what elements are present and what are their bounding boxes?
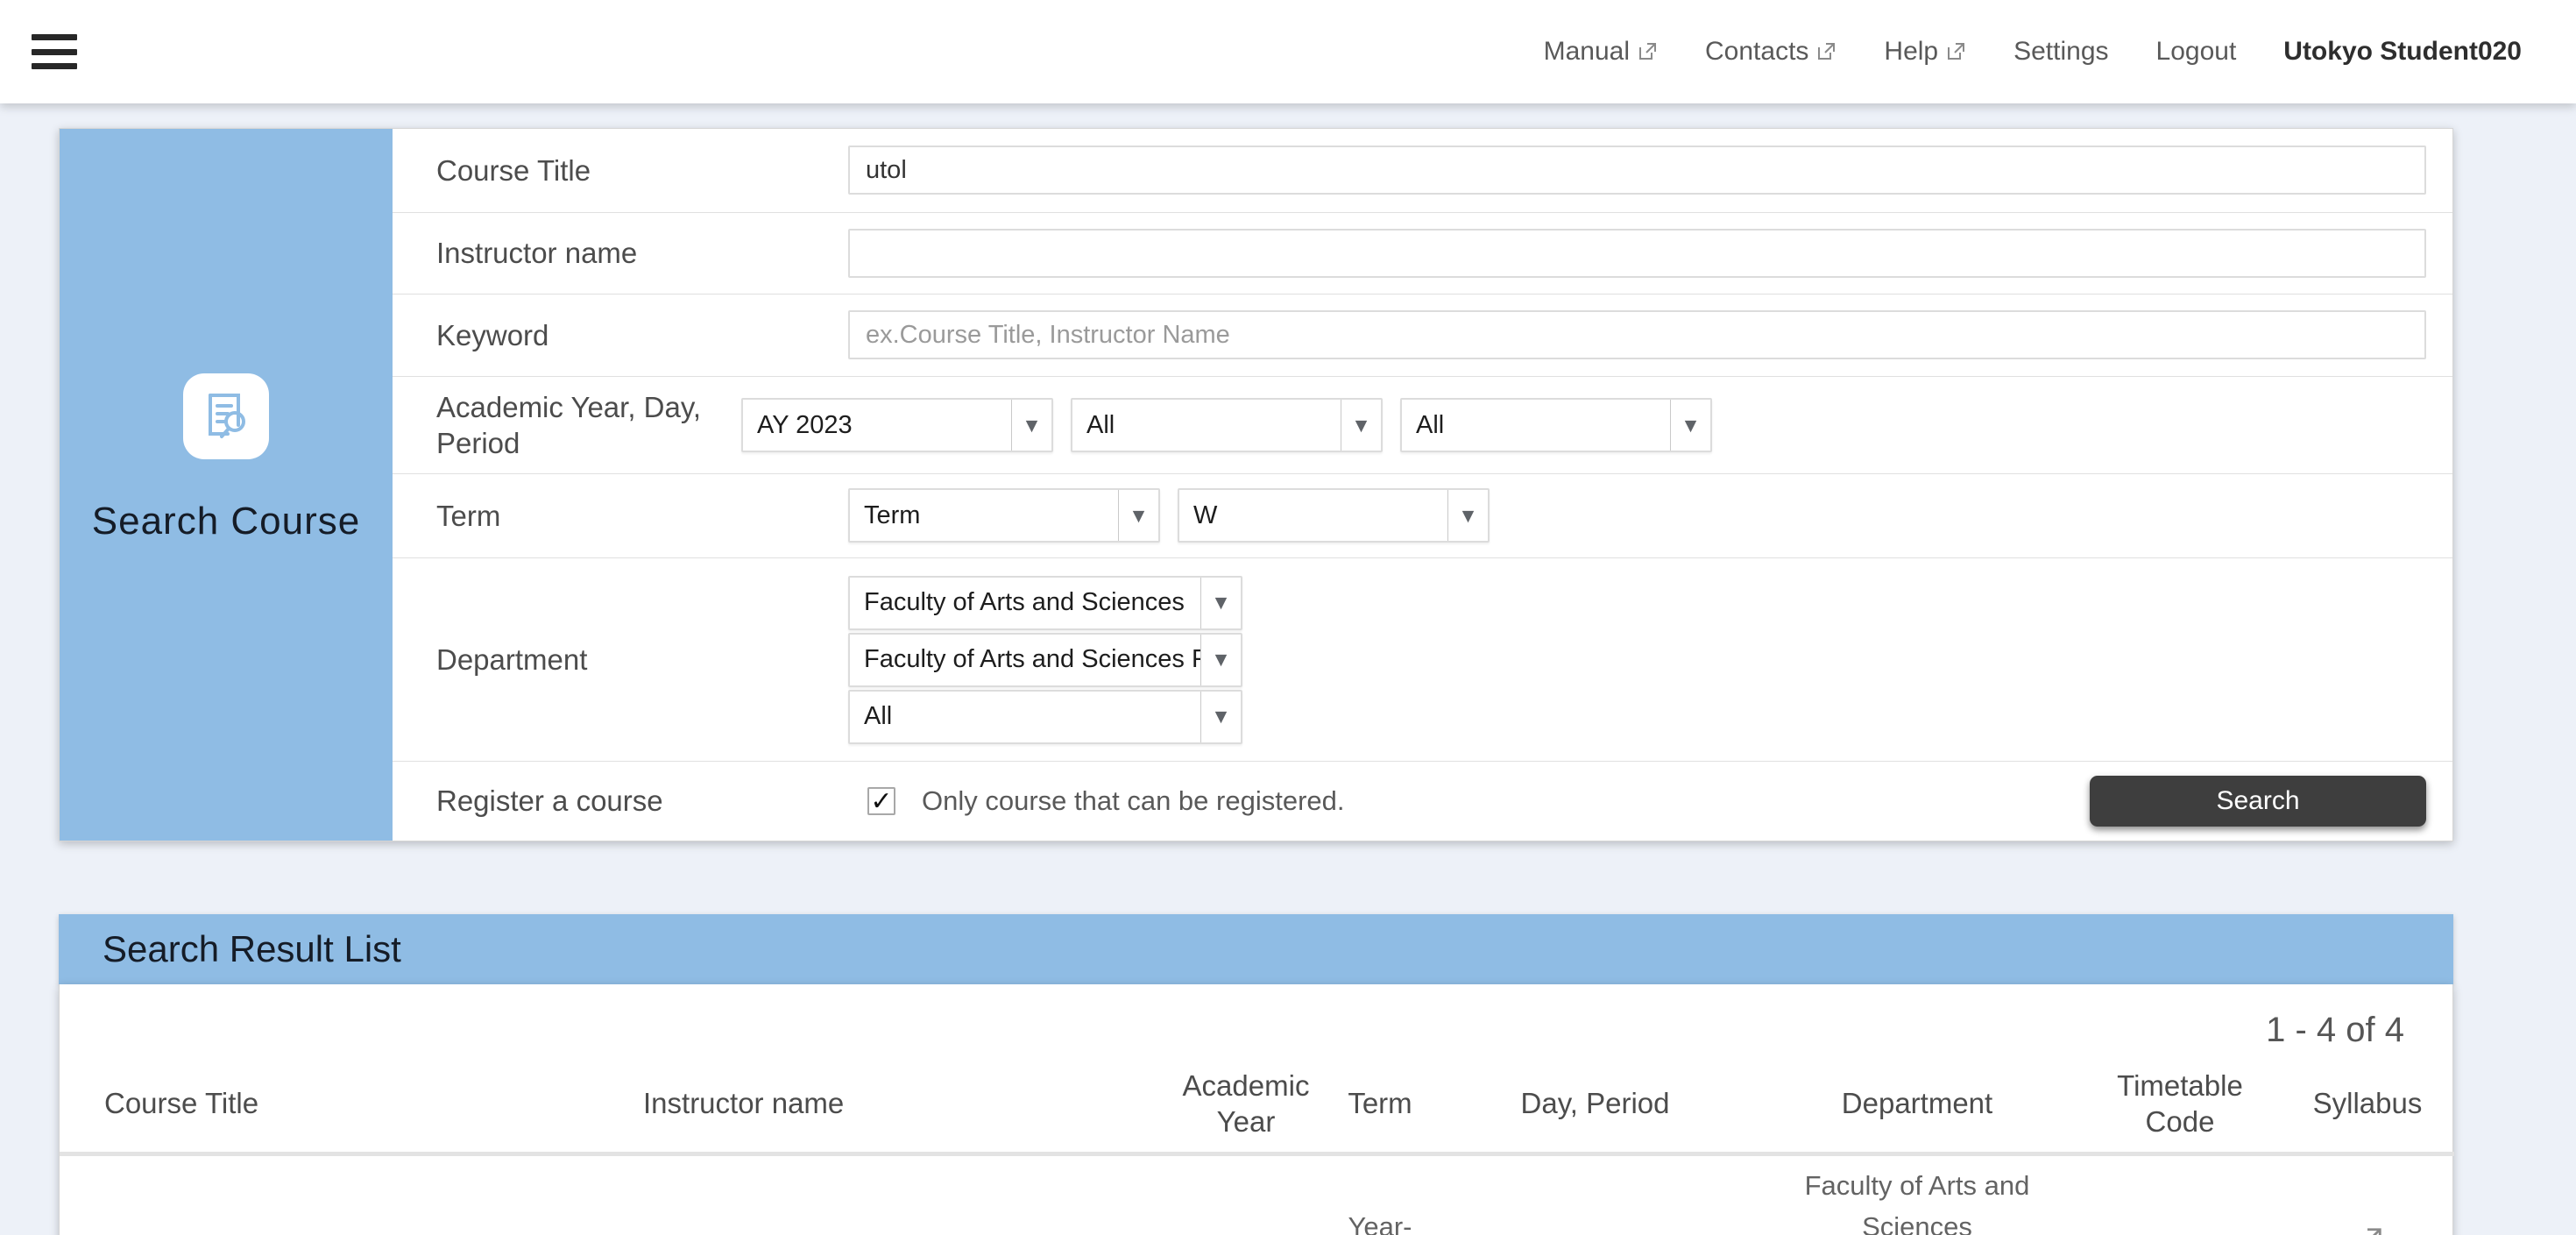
menu-icon[interactable] xyxy=(32,34,77,69)
term-label: Term xyxy=(436,499,501,532)
search-form: Course Title Instructor name Keyword Aca… xyxy=(393,129,2452,841)
instructor-input[interactable] xyxy=(848,228,2426,278)
cell-department: Faculty of Arts and Sciences Faculty of … xyxy=(1755,1153,2079,1235)
course-title-input[interactable] xyxy=(848,146,2426,195)
nav-settings[interactable]: Settings xyxy=(2013,37,2108,67)
chevron-down-icon: ▼ xyxy=(1670,400,1710,451)
syllabus-external-link-icon[interactable] xyxy=(2351,1225,2384,1235)
period-select[interactable]: All ▼ xyxy=(1400,398,1712,453)
instructor-label: Instructor name xyxy=(436,237,638,270)
col-timetable-code: Timetable Code xyxy=(2079,1055,2281,1156)
nav-settings-label: Settings xyxy=(2013,37,2109,66)
panel-title: Search Course xyxy=(91,500,361,543)
cell-day-period: MondayPeriod 1 xyxy=(1435,1153,1755,1235)
col-course-title: Course Title xyxy=(60,1055,643,1156)
nav-manual[interactable]: Manual xyxy=(1544,37,1658,67)
external-link-icon xyxy=(1818,43,1836,60)
department-level1-select[interactable]: Faculty of Arts and Sciences ▼ xyxy=(848,575,1242,630)
period-value: All xyxy=(1416,410,1445,439)
table-row: Utokyo Course001 Utokyo Faculty010,Utoky… xyxy=(60,1153,2454,1235)
row-department: Department Faculty of Arts and Sciences … xyxy=(393,558,2452,763)
col-syllabus: Syllabus xyxy=(2281,1055,2454,1156)
chevron-down-icon: ▼ xyxy=(1011,400,1051,451)
row-keyword: Keyword xyxy=(393,295,2452,378)
col-day-period: Day, Period xyxy=(1435,1055,1755,1156)
cell-term: Year-long xyxy=(1348,1210,1412,1235)
register-label: Register a course xyxy=(436,784,663,818)
department-level1-value: Faculty of Arts and Sciences xyxy=(864,588,1185,616)
chevron-down-icon: ▼ xyxy=(1200,577,1241,628)
search-course-panel: Search Course Course Title Instructor na… xyxy=(59,128,2453,841)
term-type-select[interactable]: Term ▼ xyxy=(848,488,1160,543)
row-academic-year-day-period: Academic Year, Day, Period AY 2023 ▼ All… xyxy=(393,377,2452,475)
cell-timetable-code: UTokyoCourse001 xyxy=(2079,1153,2303,1235)
nav-contacts[interactable]: Contacts xyxy=(1705,37,1836,67)
department-level3-select[interactable]: All ▼ xyxy=(848,689,1242,744)
term-type-value: Term xyxy=(864,500,921,529)
chevron-down-icon: ▼ xyxy=(1447,490,1488,542)
result-count: 1 - 4 of 4 xyxy=(2266,1011,2404,1049)
nav-logout[interactable]: Logout xyxy=(2156,37,2237,67)
cell-academic-year: 2023 xyxy=(1167,1153,1325,1235)
department-level2-value: Faculty of Arts and Sciences F… xyxy=(864,645,1200,673)
search-button[interactable]: Search xyxy=(2090,776,2426,827)
row-instructor: Instructor name xyxy=(393,213,2452,295)
term-select[interactable]: W ▼ xyxy=(1178,488,1490,543)
department-label: Department xyxy=(436,642,588,676)
col-instructor-name: Instructor name xyxy=(643,1055,1167,1156)
check-icon: ✓ xyxy=(870,786,893,816)
course-title-label: Course Title xyxy=(436,153,591,187)
nav-help[interactable]: Help xyxy=(1884,37,1966,67)
col-academic-year: Academic Year xyxy=(1167,1055,1325,1156)
nav-help-label: Help xyxy=(1884,37,1939,66)
academic-year-value: AY 2023 xyxy=(757,410,853,439)
academic-year-select[interactable]: AY 2023 ▼ xyxy=(741,398,1053,453)
chevron-down-icon: ▼ xyxy=(1200,634,1241,685)
search-result-panel: 1 - 4 of 4 Course Title Instructor name … xyxy=(59,984,2454,1235)
row-course-title: Course Title xyxy=(393,129,2452,213)
search-course-icon xyxy=(183,373,269,459)
term-value: W xyxy=(1193,500,1218,529)
register-checkbox[interactable]: ✓ xyxy=(867,786,895,816)
username: Utokyo Student020 xyxy=(2283,37,2522,66)
col-department: Department xyxy=(1755,1055,2079,1156)
row-term: Term Term ▼ W ▼ xyxy=(393,474,2452,558)
search-result-list-header: Search Result List xyxy=(59,914,2453,984)
chevron-down-icon: ▼ xyxy=(1341,400,1381,451)
results-header-row: Course Title Instructor name Academic Ye… xyxy=(60,1055,2454,1156)
search-result-list-title: Search Result List xyxy=(103,928,401,969)
day-select[interactable]: All ▼ xyxy=(1071,398,1383,453)
department-level3-value: All xyxy=(864,702,893,730)
top-header: Manual Contacts Help Settings Logout Uto… xyxy=(0,0,2576,103)
external-link-icon xyxy=(1948,43,1965,60)
chevron-down-icon: ▼ xyxy=(1118,490,1158,542)
results-table: Course Title Instructor name Academic Ye… xyxy=(60,1055,2454,1235)
external-link-icon xyxy=(1639,43,1657,60)
nav-manual-label: Manual xyxy=(1543,37,1631,66)
row-register: Register a course ✓ Only course that can… xyxy=(393,762,2452,841)
nav-logout-label: Logout xyxy=(2155,37,2237,66)
nav-contacts-label: Contacts xyxy=(1705,37,1809,66)
search-course-sidebar: Search Course xyxy=(60,129,393,841)
header-nav: Manual Contacts Help Settings Logout Uto… xyxy=(1544,37,2522,67)
department-line: Faculty of Arts and Sciences xyxy=(1804,1170,2030,1235)
department-level2-select[interactable]: Faculty of Arts and Sciences F… ▼ xyxy=(848,632,1242,687)
cell-course-title[interactable]: Utokyo Course001 xyxy=(60,1153,643,1235)
keyword-label: Keyword xyxy=(436,318,549,351)
cell-instructor: Utokyo Faculty010,Utokyo Faculty011 xyxy=(643,1153,1167,1235)
keyword-input[interactable] xyxy=(848,310,2426,360)
col-term: Term xyxy=(1325,1055,1435,1156)
chevron-down-icon: ▼ xyxy=(1200,691,1241,742)
day-value: All xyxy=(1086,410,1115,439)
cell-syllabus xyxy=(2281,1153,2454,1235)
academic-year-day-period-label: Academic Year, Day, Period xyxy=(436,390,702,460)
register-checkbox-label: Only course that can be registered. xyxy=(922,785,1345,817)
